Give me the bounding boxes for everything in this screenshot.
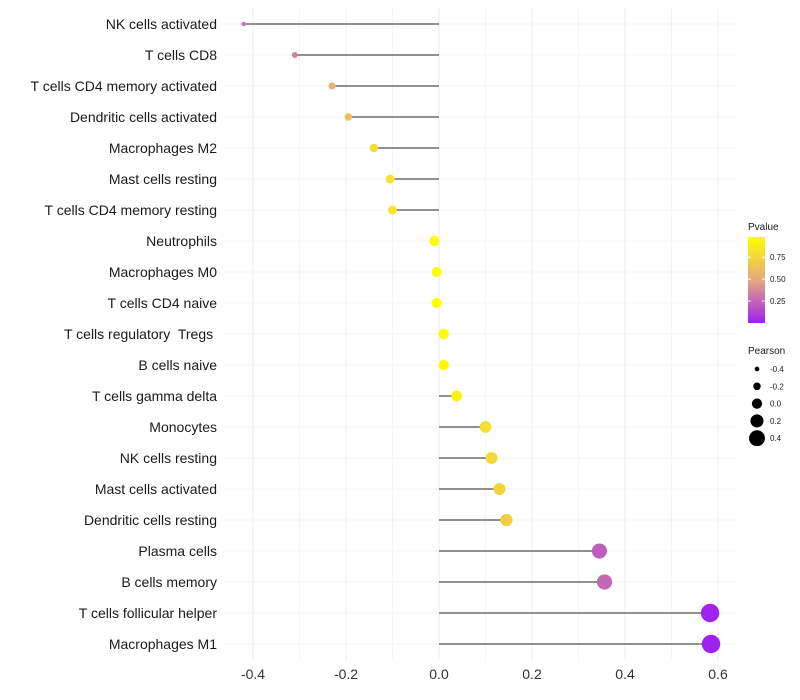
lollipop-point — [500, 513, 513, 527]
lollipop-point — [438, 359, 449, 371]
lollipop-point — [385, 174, 395, 184]
lollipop-point — [596, 574, 613, 590]
category-label: T cells regulatory Tregs — [64, 326, 217, 342]
colorbar-tick-label: 0.25 — [770, 297, 786, 306]
lollipop-point — [344, 113, 353, 121]
pearson-legend-point — [751, 398, 763, 409]
lollipop-point — [701, 634, 721, 654]
category-label: Monocytes — [149, 419, 217, 435]
lollipop-point — [591, 543, 607, 559]
pvalue-colorbar — [748, 237, 765, 323]
pearson-legend-point — [754, 366, 760, 372]
stem-layer — [243, 23, 712, 645]
lollipop-point — [388, 205, 397, 215]
pearson-legend-label: -0.2 — [770, 382, 784, 391]
lollipop-point — [451, 390, 463, 402]
category-label: T cells gamma delta — [92, 388, 217, 404]
pearson-legend-point — [750, 414, 764, 428]
x-tick-label: -0.4 — [241, 666, 265, 682]
lollipop-point — [493, 482, 506, 496]
category-label: T cells CD8 — [145, 47, 217, 63]
pearson-legend-point — [753, 382, 761, 391]
lollipop-point — [328, 82, 336, 90]
lollipop-point — [369, 143, 379, 153]
pearson-legend: Pearson -0.4 -0.2 0.0 0.2 0.4 — [748, 346, 785, 447]
lollipop-point — [479, 421, 492, 433]
category-label: Macrophages M0 — [109, 264, 217, 280]
category-label: T cells CD4 memory activated — [31, 78, 217, 94]
category-label: Macrophages M1 — [109, 636, 217, 652]
colorbar-tick-label: 0.75 — [770, 253, 786, 262]
lollipop-point — [429, 235, 440, 247]
x-axis: -0.4 -0.2 0.0 0.2 0.4 0.6 — [241, 666, 728, 682]
category-label: NK cells activated — [106, 16, 217, 32]
pearson-legend-point — [749, 430, 765, 447]
category-label: T cells CD4 naive — [108, 295, 218, 311]
x-tick-label: 0.2 — [522, 666, 542, 682]
pearson-legend-label: -0.4 — [770, 365, 784, 374]
lollipop-point — [291, 52, 298, 58]
pearson-legend-title: Pearson — [748, 346, 785, 357]
category-label: T cells follicular helper — [79, 605, 218, 621]
category-label: Dendritic cells activated — [70, 109, 217, 125]
x-tick-label: -0.2 — [334, 666, 358, 682]
pearson-legend-label: 0.4 — [770, 434, 782, 443]
category-label: T cells CD4 memory resting — [45, 202, 217, 218]
pvalue-legend: Pvalue 0.75 0.50 0.25 — [748, 222, 786, 323]
lollipop-point — [431, 297, 442, 309]
category-label: Mast cells activated — [95, 481, 217, 497]
lollipop-point — [431, 266, 442, 278]
lollipop-point — [485, 452, 498, 464]
category-label: B cells naive — [138, 357, 217, 373]
lollipop-point — [438, 328, 449, 340]
category-label: Mast cells resting — [109, 171, 217, 187]
category-label: Macrophages M2 — [109, 140, 217, 156]
colorbar-tick-label: 0.50 — [770, 275, 786, 284]
category-label: Plasma cells — [138, 543, 217, 559]
grid-layer — [225, 8, 738, 660]
x-tick-label: 0.6 — [708, 666, 728, 682]
category-label: Dendritic cells resting — [84, 512, 217, 528]
lollipop-point — [241, 21, 246, 27]
category-label: Neutrophils — [146, 233, 217, 249]
category-label: B cells memory — [121, 574, 217, 590]
pearson-legend-label: 0.0 — [770, 400, 782, 409]
category-axis: NK cells activated T cells CD8 T cells CD4… — [31, 16, 218, 652]
category-label: NK cells resting — [120, 450, 217, 466]
x-tick-label: 0.0 — [429, 666, 449, 682]
lollipop-point — [700, 603, 720, 623]
pearson-legend-label: 0.2 — [770, 417, 782, 426]
pvalue-legend-title: Pvalue — [748, 222, 779, 233]
point-layer — [241, 21, 721, 654]
x-tick-label: 0.4 — [615, 666, 635, 682]
